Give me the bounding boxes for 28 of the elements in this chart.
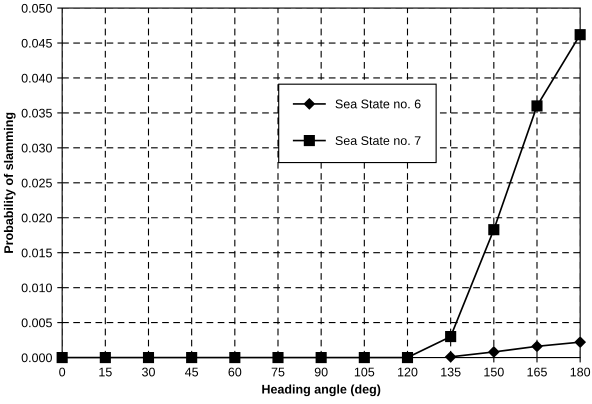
x-axis-title: Heading angle (deg): [262, 384, 380, 396]
y-tick-label: 0.035: [22, 108, 52, 118]
y-tick-label: 0.045: [22, 38, 52, 48]
x-tick-label: 150: [484, 368, 504, 376]
x-tick-label: 75: [272, 368, 284, 376]
x-tick-label: 60: [228, 368, 242, 376]
x-tick-label: 135: [441, 368, 461, 376]
y-axis-title: Probability of slamming: [4, 112, 16, 253]
y-tick-label: 0.005: [22, 318, 52, 328]
y-tick-label: 0.010: [22, 283, 52, 292]
legend-label: Sea State no. 6: [336, 100, 421, 108]
y-tick-label: 0.015: [22, 248, 52, 258]
x-tick-label: 180: [570, 368, 590, 376]
legend-label: Sea State no. 7: [336, 136, 421, 146]
y-tick-label: 0.030: [22, 144, 52, 153]
x-tick-label: 90: [314, 368, 328, 376]
y-tick-label: 0.025: [22, 178, 52, 188]
y-tick-label: 0.040: [22, 74, 52, 83]
x-tick-label: 105: [354, 368, 374, 376]
x-tick-label: 0: [59, 368, 66, 376]
y-tick-label: 0.020: [22, 214, 52, 222]
x-tick-label: 15: [99, 368, 112, 376]
x-tick-label: 165: [528, 368, 547, 376]
x-tick-label: 30: [142, 368, 155, 376]
y-tick-label: 0.000: [22, 353, 52, 362]
x-tick-label: 120: [398, 368, 418, 376]
x-tick-label: 45: [184, 368, 198, 376]
y-tick-label: 0.050: [22, 4, 52, 13]
